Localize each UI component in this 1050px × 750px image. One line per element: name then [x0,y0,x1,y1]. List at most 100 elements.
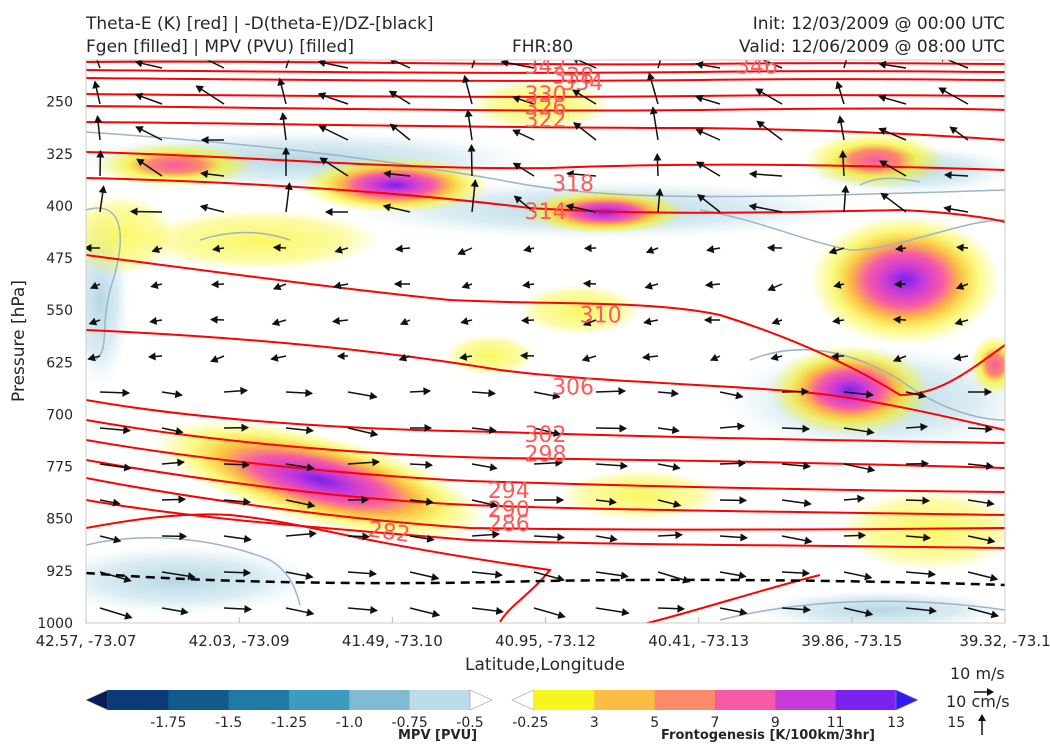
wind-arrow [98,185,107,213]
wind-arrow [460,317,473,326]
wind-arrow [136,158,163,177]
wind-arrow [748,202,783,213]
wind-arrow [512,95,535,105]
wind-arrow [99,535,122,544]
colorbar-extend-left [85,689,109,711]
wind-arrow [657,531,684,540]
wind-arrow [943,171,969,180]
wind-arrow [285,571,314,580]
wind-arrow [471,389,497,398]
wind-arrow [347,605,378,614]
colorbar-segment [594,690,656,710]
wind-arrow [513,195,535,213]
colorbar-segment [349,690,411,710]
wind-arrow [512,129,535,141]
wind-arrow [709,353,721,362]
wind-arrow [766,243,783,252]
wind-arrow [905,606,937,615]
wind-arrow [968,387,993,397]
wind-arrow [582,318,597,327]
wind-arrow [643,317,659,326]
wind-arrow [839,149,848,177]
wind-arrow [642,352,659,361]
wind-arrow [967,499,995,508]
wind-arrow [389,60,411,69]
valid-time: Valid: 12/06/2009 @ 08:00 UTC [739,37,1005,57]
wind-arrow [471,606,504,615]
theta-e-label: 290 [488,498,530,523]
fgen-colorbar-label: Frontogenesis [K/100km/3hr] [661,728,875,743]
wind-key-speed: 10 m/s [950,664,1005,683]
wind-arrow [99,571,132,583]
wind-arrow [285,60,290,69]
wind-arrow [285,529,317,538]
wind-arrow [347,458,380,467]
y-tick-label: 625 [46,355,73,371]
wind-arrow [830,352,845,361]
wind-arrow [161,390,183,399]
wind-arrow [151,245,163,253]
theta-e-label: 326 [525,96,567,121]
wind-arrow [471,60,476,69]
colorbar-segment [835,690,897,710]
wind-arrow [571,89,597,105]
wind-arrow [88,317,101,326]
x-tick-label: 40.95, -73.12 [495,632,596,650]
wind-arrow [533,533,566,542]
wind-arrow [879,160,907,177]
wind-arrow [644,281,659,290]
wind-arrow [223,423,250,432]
wind-vectors [86,60,999,620]
wind-arrow [470,179,479,213]
wind-arrow [534,495,565,505]
wind-arrow [832,316,845,325]
mpv-colorbar: -1.75 -1.5 -1.25 -1.0 -0.75 -0.5 -0.25 [85,689,548,731]
wind-key-vertical: 10 cm/s [946,692,1010,711]
wind-arrow [96,60,101,69]
wind-arrow [770,353,783,362]
wind-arrow [471,530,500,539]
wind-arrow [99,463,132,472]
wind-arrow [565,203,597,213]
wind-arrow [161,571,196,581]
wind-arrow [967,535,996,545]
x-tick-label: 42.03, -73.09 [189,632,290,650]
wind-arrow [272,243,287,252]
wind-arrow [471,570,503,579]
theta-e-label: 302 [525,423,567,448]
wind-arrow [955,243,969,252]
colorbar-extend-right [895,689,919,711]
wind-arrow [393,279,410,289]
theta-e-label: 338 [552,64,594,89]
colorbar-segment [534,690,595,710]
wind-arrow [317,92,349,105]
wind-arrow [771,317,783,325]
wind-arrow [285,499,316,509]
wind-arrow [583,244,597,253]
wind-arrow [161,495,187,504]
y-tick-label: 550 [46,303,73,319]
wind-arrow [703,315,720,325]
wind-arrow [878,60,907,69]
colorbar-extend-right [469,689,493,711]
wind-arrow [595,534,618,543]
wind-arrow [99,607,133,620]
theta-e-label: 310 [580,303,622,328]
wind-arrow [161,607,189,616]
wind-arrow [647,72,659,105]
y-tick-label: 700 [46,407,73,423]
wind-arrow [285,607,315,617]
y-tick-label: 925 [46,564,73,580]
wind-arrow [595,607,630,617]
y-tick-label: 775 [46,460,73,476]
wind-arrow [645,246,659,254]
wind-arrow [199,203,225,213]
wind-arrow [223,386,249,395]
wind-arrow [967,607,999,619]
wind-arrow [324,207,348,217]
forecast-hour: FHR:80 [512,37,574,57]
wind-arrow [949,126,969,141]
wind-arrow [704,280,721,289]
wind-arrow [756,120,783,141]
